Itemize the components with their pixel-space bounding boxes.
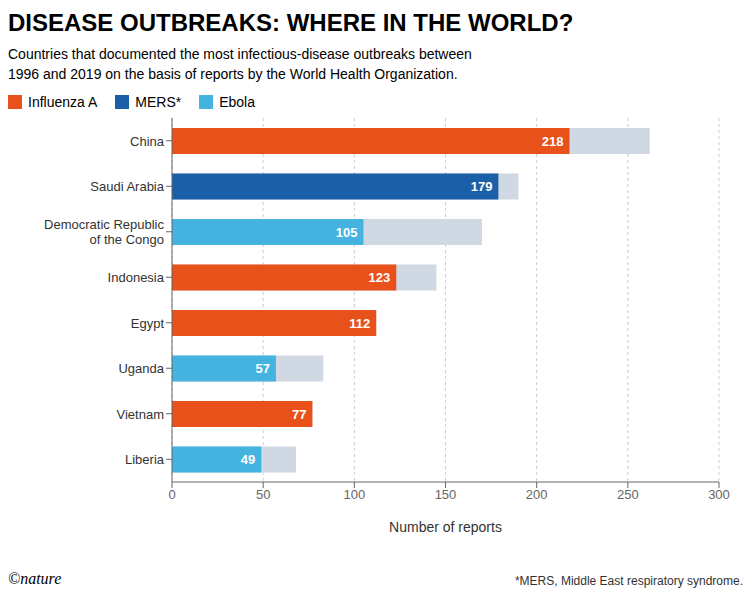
svg-text:123: 123 — [369, 270, 391, 285]
html-text:©nature: ©nature — [8, 570, 62, 587]
svg-text:Saudi Arabia: Saudi Arabia — [90, 179, 164, 194]
svg-text:Number of reports: Number of reports — [389, 519, 502, 535]
svg-text:Liberia: Liberia — [125, 452, 165, 467]
svg-text:49: 49 — [241, 452, 255, 467]
svg-text:218: 218 — [542, 134, 564, 149]
svg-text:112: 112 — [349, 316, 370, 331]
html-text:Countries that documented the: Countries that documented the most infec… — [8, 46, 472, 82]
svg-text:Indonesia: Indonesia — [108, 270, 165, 285]
svg-text:0: 0 — [168, 487, 175, 502]
svg-text:Egypt: Egypt — [131, 315, 165, 330]
svg-text:200: 200 — [526, 487, 548, 502]
svg-text:China: China — [130, 133, 165, 148]
html-text:MERS*: MERS* — [135, 94, 182, 110]
svg-text:150: 150 — [435, 487, 457, 502]
svg-text:Uganda: Uganda — [118, 361, 164, 376]
html-text:Ebola: Ebola — [219, 94, 255, 110]
svg-text:57: 57 — [255, 361, 269, 376]
svg-text:50: 50 — [256, 487, 270, 502]
svg-text:77: 77 — [292, 407, 306, 422]
svg-text:Vietnam: Vietnam — [117, 406, 164, 421]
svg-text:300: 300 — [708, 487, 730, 502]
svg-text:105: 105 — [336, 225, 358, 240]
html-text:DISEASE OUTBREAKS: WHERE IN TH: DISEASE OUTBREAKS: WHERE IN THE WORLD? — [8, 9, 574, 36]
svg-text:250: 250 — [617, 487, 639, 502]
svg-text:179: 179 — [471, 179, 493, 194]
html-text:*MERS, Middle East respiratory: *MERS, Middle East respiratory syndrome. — [514, 574, 743, 588]
html-text:Influenza A: Influenza A — [28, 94, 98, 110]
svg-text:Democratic Republicof the Cong: Democratic Republicof the Congo — [44, 217, 164, 247]
svg-text:100: 100 — [343, 487, 365, 502]
